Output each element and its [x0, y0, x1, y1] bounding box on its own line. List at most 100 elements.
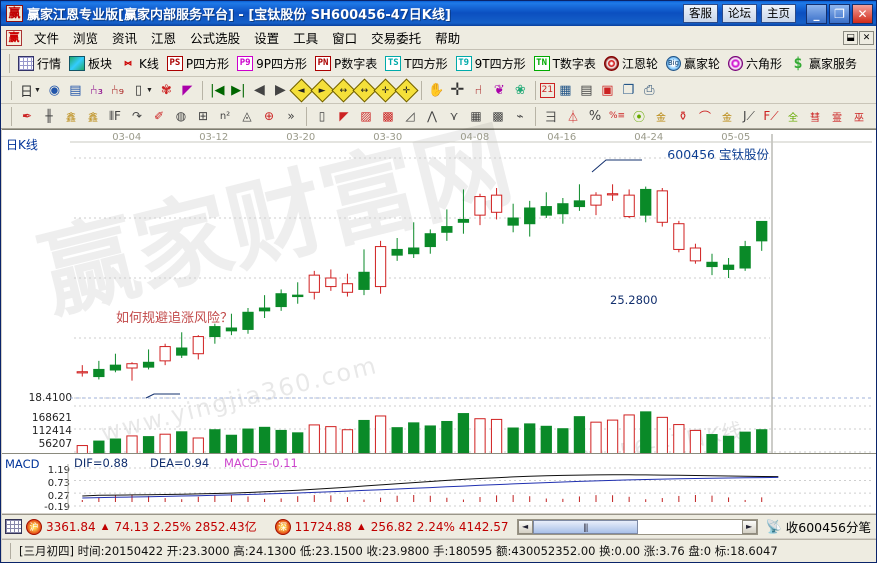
circle-scale-tool-button[interactable]: ◍ — [175, 109, 187, 123]
save-button[interactable]: ▣ — [601, 82, 614, 98]
notes-button[interactable]: ▤ — [580, 82, 593, 98]
horizontal-scrollbar[interactable]: ◄ ||| ► — [516, 518, 758, 535]
report-button[interactable]: ▤ — [69, 82, 82, 98]
arc-red-tool-button[interactable]: ⌒ — [698, 109, 711, 124]
scroll-left-button[interactable]: ◄ — [517, 519, 533, 534]
close-button[interactable]: ✕ — [852, 3, 873, 24]
brain-tool-button[interactable]: ❦ — [493, 82, 505, 98]
zigzag-tool-button[interactable]: ⋎ — [449, 109, 459, 123]
gold-tool-1-button[interactable]: 鑫 — [66, 112, 76, 124]
arc-tool-button[interactable]: ↷ — [131, 109, 143, 123]
last-page-button[interactable]: ▶| — [231, 82, 246, 98]
menu-item-gann[interactable]: 江恩 — [151, 31, 177, 46]
toolbar-sectors-button[interactable]: 板块 — [65, 54, 116, 73]
mdi-close-button[interactable]: ✕ — [859, 30, 874, 45]
box-grid-tool-button[interactable]: ▩ — [382, 109, 394, 123]
toolbar-kline-button[interactable]: ⑅ K线 — [116, 54, 163, 73]
prev-button[interactable]: ◀ — [253, 82, 265, 98]
macd-panel[interactable]: MACD DIF=0.88 DEA=0.94 MACD=-0.11 1.19 0… — [2, 453, 876, 513]
calendar-button[interactable]: 21 — [539, 82, 555, 98]
gold-lines-tool-button[interactable]: 金 — [656, 112, 666, 124]
multi-tool-2-button[interactable]: 霊 — [832, 112, 842, 124]
zoom-expand-button[interactable]: ↔ — [352, 77, 377, 103]
gold-red-tool-button[interactable]: 金 — [722, 112, 732, 124]
target-tool-button[interactable]: ⊕ — [263, 109, 275, 123]
toolbar-9p-square-button[interactable]: P9 9P四方形 — [233, 54, 311, 73]
f-red-tool-button[interactable]: F⟋ — [763, 108, 779, 123]
shift-left-button[interactable]: ◄ — [289, 77, 314, 103]
zoom-in-button[interactable]: ✛ — [373, 77, 398, 103]
percent-fan-tool-button[interactable]: ⏃ — [566, 109, 579, 124]
hand-tool-button[interactable]: ✋ — [428, 82, 445, 98]
multi-tool-3-button[interactable]: 巫 — [854, 112, 864, 124]
multi-tool-1-button[interactable]: 彗 — [810, 112, 820, 124]
chevron-down-icon[interactable]: ▼ — [34, 86, 41, 94]
toolbar-p-number-table-button[interactable]: PN P数字表 — [311, 54, 381, 73]
menu-item-tools[interactable]: 工具 — [293, 31, 319, 46]
chart-panel[interactable]: 赢家财富网 www.yingjia360.com 600456-47日K线 日K… — [2, 108, 877, 536]
pencil-scale-tool-button[interactable]: ✐ — [153, 109, 165, 123]
angle-tool-button[interactable]: ◬ — [242, 109, 252, 123]
candle-style-button[interactable]: ▯ — [134, 82, 143, 98]
menu-item-formula-stock-picking[interactable]: 公式选股 — [190, 31, 241, 46]
ink-tool-button[interactable]: ⚱ — [677, 109, 689, 123]
overlay-button[interactable]: ◉ — [48, 82, 61, 98]
gold-tool-2-button[interactable]: 鑫 — [88, 112, 98, 124]
calculator-button[interactable]: ▦ — [559, 82, 572, 98]
shift-right-button[interactable]: ► — [310, 77, 335, 103]
forum-button[interactable]: 论坛 — [722, 4, 757, 23]
scroll-thumb[interactable]: ||| — [532, 519, 639, 534]
pen-tool-button[interactable]: ✒ — [21, 109, 33, 123]
toolbar-winner-service-button[interactable]: $ 赢家服务 — [786, 54, 861, 73]
measure-tool-button[interactable]: ⑁ — [474, 82, 483, 98]
grid-big-tool-button[interactable]: ▦ — [470, 109, 482, 123]
percent-tool-button[interactable]: % — [588, 108, 602, 124]
fan-red-tool-button[interactable]: ◤ — [339, 109, 349, 123]
copy-button[interactable]: ❐ — [622, 82, 635, 98]
f-tool-button[interactable]: ⫴F — [109, 108, 121, 123]
indicator-9-button[interactable]: ⑃₉ — [110, 82, 124, 98]
toolbar-winner-wheel-button[interactable]: Big 赢家轮 — [662, 54, 724, 73]
menu-item-help[interactable]: 帮助 — [435, 31, 461, 46]
cross-lines-tool-button[interactable]: ⌁ — [516, 109, 524, 123]
grid-dense-tool-button[interactable]: ▩ — [492, 109, 504, 123]
ladder-tool-button[interactable]: 彐 — [544, 109, 557, 124]
fork-tool-button[interactable]: ╫ — [45, 109, 53, 123]
toolbar-gann-wheel-button[interactable]: 江恩轮 — [600, 54, 662, 73]
chevron-down-icon[interactable]: ▼ — [145, 86, 153, 94]
box-fan-tool-button[interactable]: ▨ — [360, 109, 372, 123]
gann-tool-button[interactable]: ✾ — [160, 82, 172, 98]
zoom-out-button[interactable]: ✛ — [394, 77, 419, 103]
rect-tool-button[interactable]: ▯ — [318, 109, 326, 123]
grid-lines-tool-button[interactable]: ⊞ — [197, 109, 209, 123]
gold-green-tool-button[interactable]: 全 — [788, 112, 798, 124]
menu-item-file[interactable]: 文件 — [34, 31, 60, 46]
toolbar-hexagon-button[interactable]: 六角形 — [724, 54, 786, 73]
first-page-button[interactable]: |◀ — [210, 82, 225, 98]
n2-tool-button[interactable]: n² — [219, 110, 231, 122]
gold-circle-tool-button[interactable]: ⦿ — [632, 109, 645, 124]
menu-item-window[interactable]: 窗口 — [332, 31, 358, 46]
mdi-restore-button[interactable]: ⬓ — [843, 30, 858, 45]
scroll-right-button[interactable]: ► — [741, 519, 757, 534]
more-tools-button[interactable]: » — [287, 109, 295, 123]
menu-item-settings[interactable]: 设置 — [254, 31, 280, 46]
minimize-button[interactable]: _ — [806, 3, 827, 24]
print-button[interactable]: ⎙ — [644, 82, 655, 98]
peak-tool-button[interactable]: ⋀ — [427, 109, 437, 123]
scroll-track[interactable] — [638, 519, 742, 534]
customer-service-button[interactable]: 客服 — [683, 4, 718, 23]
toolbar-9t-square-button[interactable]: T9 9T四方形 — [452, 54, 530, 73]
quotes-grid-icon[interactable] — [5, 519, 22, 534]
candlestick-canvas[interactable] — [2, 130, 877, 514]
percent-lines-tool-button[interactable]: %≡ — [608, 111, 626, 121]
menu-item-news[interactable]: 资讯 — [112, 31, 138, 46]
network-tool-button[interactable]: ❀ — [514, 82, 526, 98]
toolbar-t-square-button[interactable]: TS T四方形 — [381, 54, 451, 73]
zoom-horizontal-button[interactable]: ↔ — [331, 77, 356, 103]
crosshair-tool-button[interactable]: ✛ — [450, 80, 465, 100]
maximize-button[interactable]: ❐ — [829, 3, 850, 24]
indicator-3-button[interactable]: ⑃₃ — [89, 82, 103, 98]
period-day-button[interactable]: 日 — [19, 84, 33, 100]
flag-tool-button[interactable]: ◤ — [182, 82, 193, 98]
